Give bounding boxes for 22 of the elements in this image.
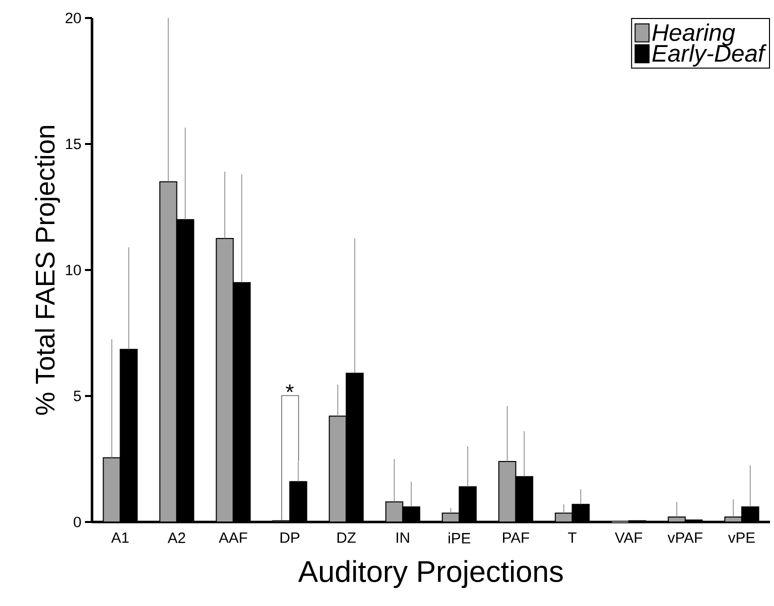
annotation: * xyxy=(286,384,294,392)
x-tick-label: A1 xyxy=(111,532,129,543)
x-tick-label: iPE xyxy=(448,532,470,544)
x-axis-title: Auditory Projections xyxy=(298,560,563,588)
y-tick-label: 10 xyxy=(66,264,81,276)
x-tick-label: VAF xyxy=(614,532,642,543)
x-tick-label: A2 xyxy=(168,532,186,543)
x-tick-label: AAF xyxy=(218,532,248,543)
legend-label: Early-Deaf xyxy=(652,44,767,67)
y-tick-label: 20 xyxy=(66,12,81,24)
y-tick-label: 5 xyxy=(74,390,81,402)
y-tick-label: 15 xyxy=(66,138,81,150)
x-tick-label: PAF xyxy=(503,532,530,543)
x-tick-label: DZ xyxy=(338,532,356,543)
x-tick-label: DP xyxy=(280,532,300,543)
y-tick-label: 0 xyxy=(74,516,81,528)
x-tick-label: T xyxy=(568,532,576,543)
legend-label: Hearing xyxy=(652,23,736,46)
x-tick-label: IN xyxy=(396,532,410,543)
x-tick-label: vPAF xyxy=(668,532,702,543)
x-tick-label: vPE xyxy=(728,532,755,543)
y-axis-title: % Total FAES Projection xyxy=(34,126,60,415)
